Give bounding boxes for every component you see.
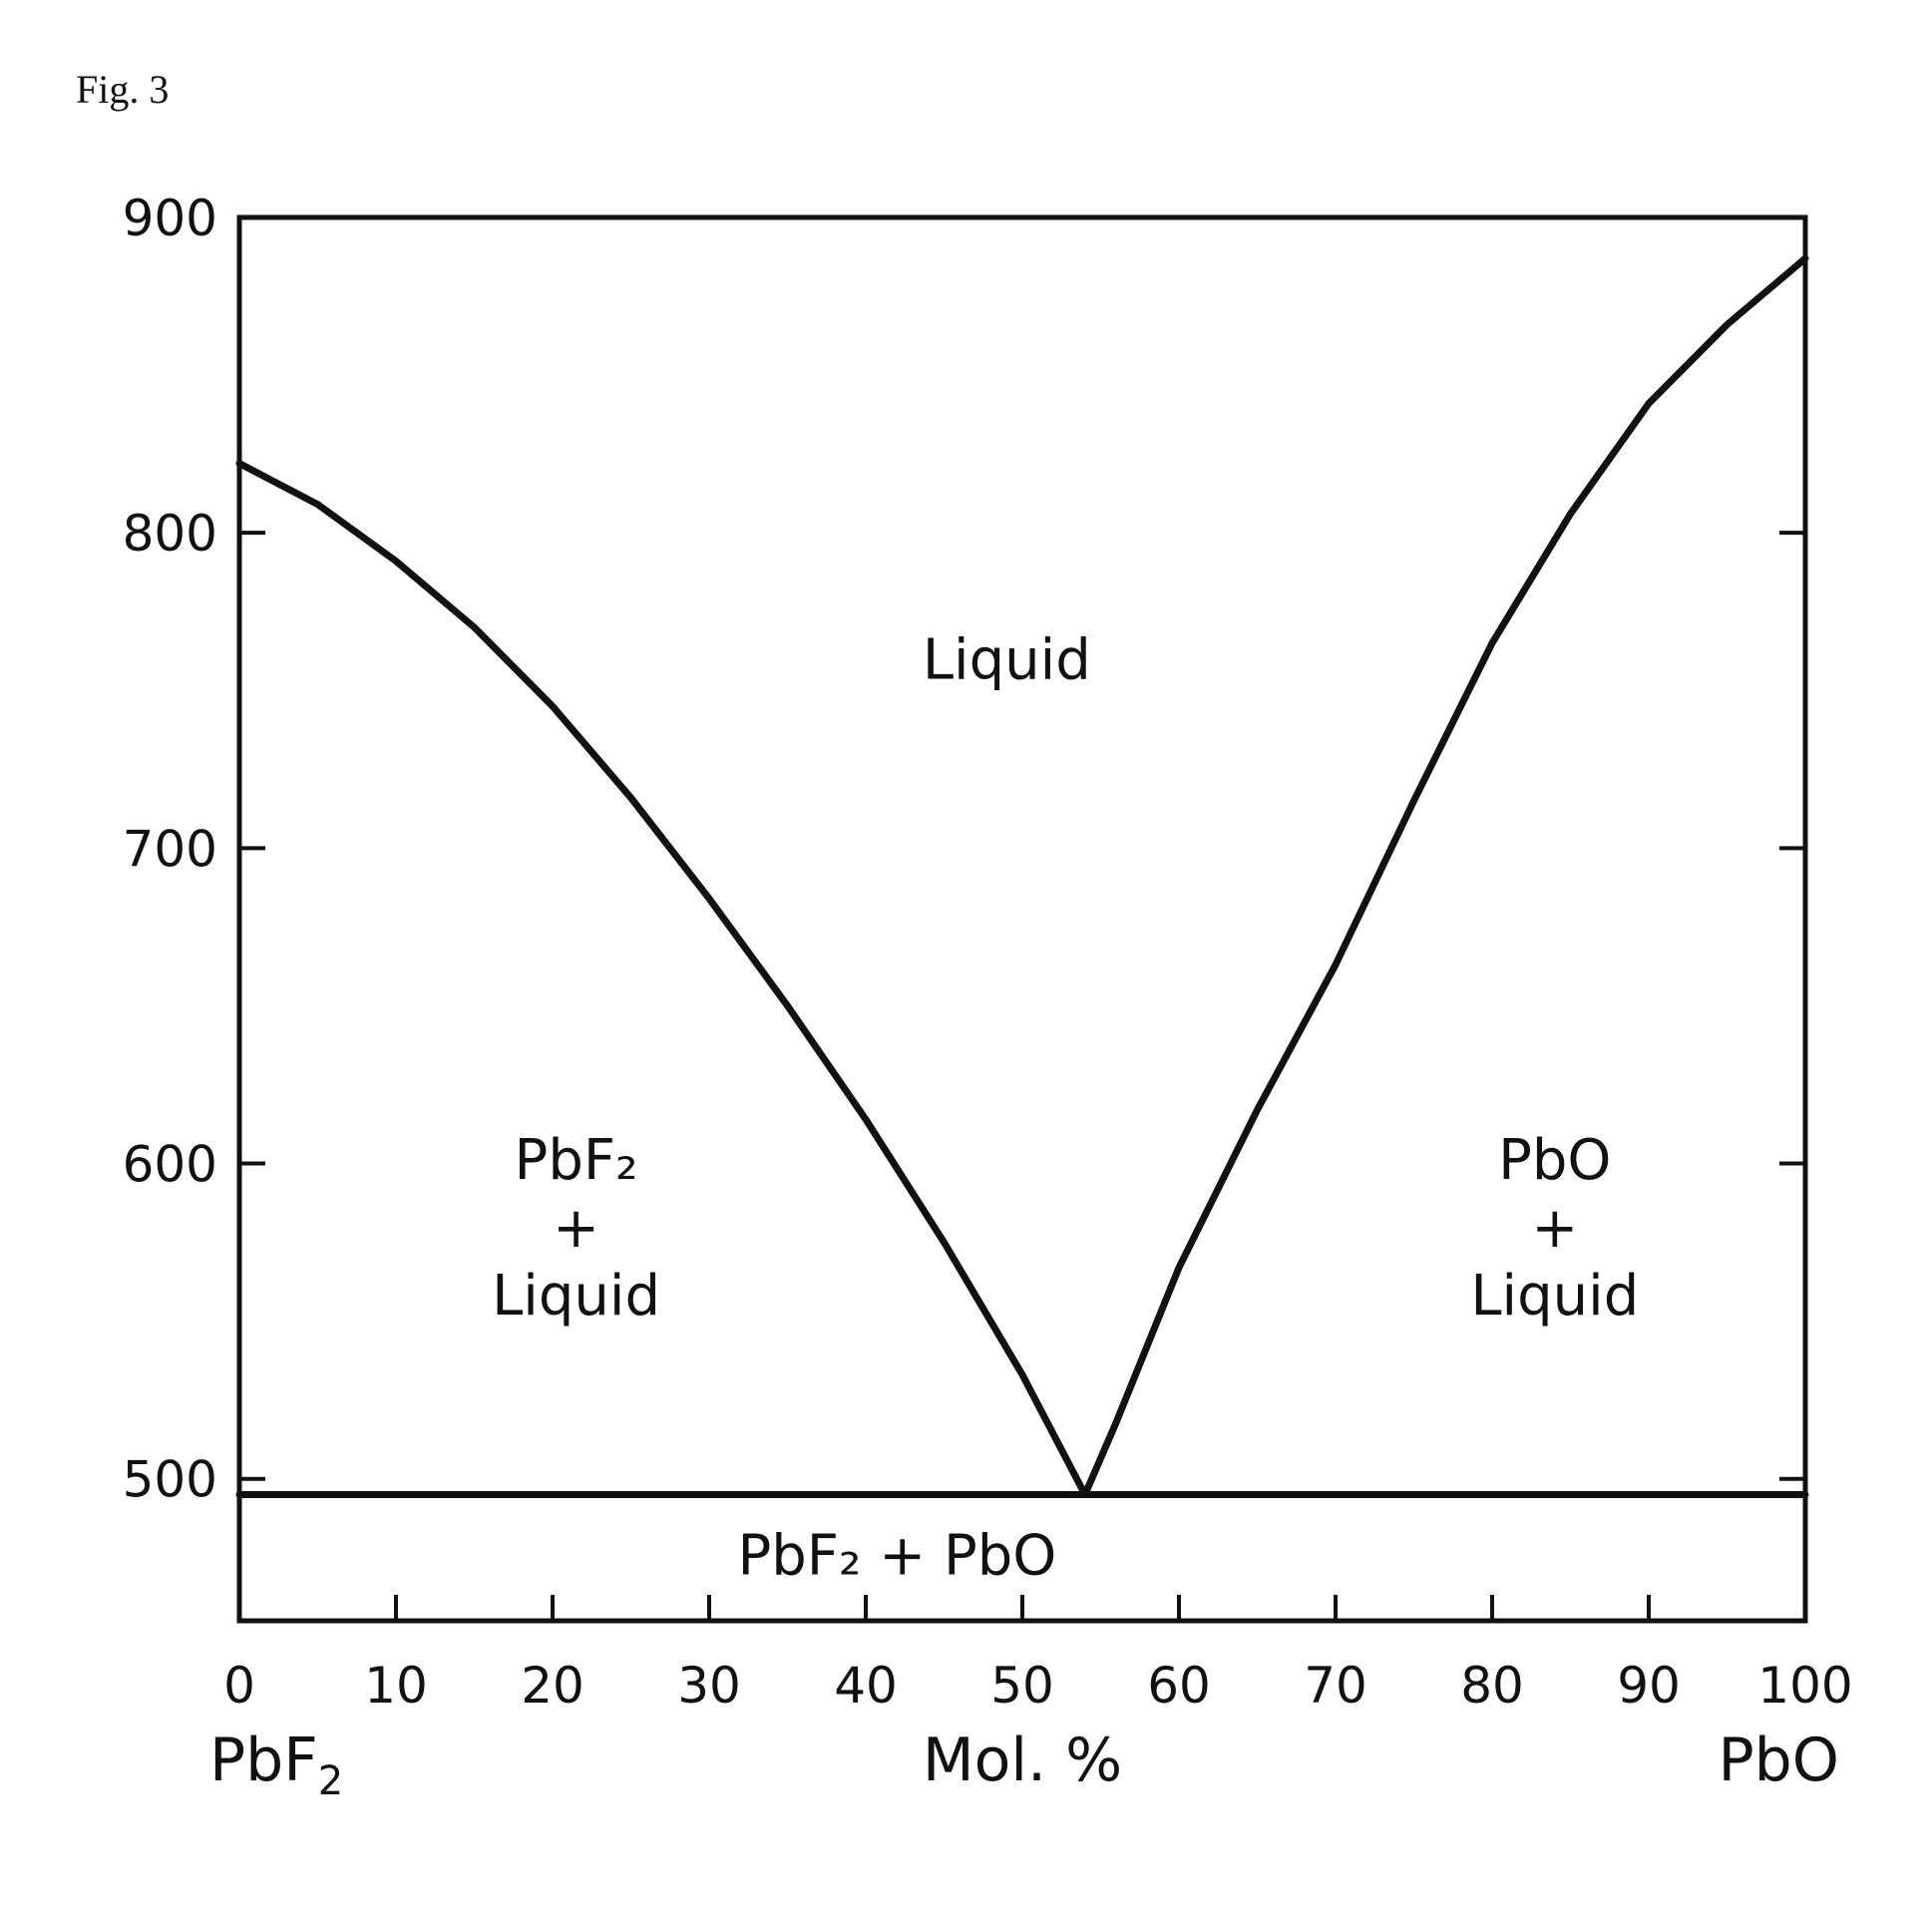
x-end-label-left: PbF2	[209, 1726, 343, 1804]
plot-border	[236, 214, 1808, 1624]
x-tick-label-40: 40	[834, 1657, 898, 1715]
y-tick-label-900: 900	[123, 190, 217, 247]
x-end-label-right: PbO	[1719, 1726, 1840, 1795]
boundary-line-1	[235, 460, 1089, 1498]
y-tick-label-800: 800	[123, 505, 217, 563]
x-tick-label-50: 50	[990, 1657, 1054, 1715]
region-label-3: PbO + Liquid	[1470, 1128, 1639, 1329]
axis-ticks: 0 10 20 30 40 50 60 70 80 90 100 500 600 700 800 900	[123, 190, 1853, 1715]
x-tick-label-90: 90	[1617, 1657, 1681, 1715]
plot-frame	[236, 214, 1808, 1624]
y-tick-label-600: 600	[123, 1136, 217, 1194]
x-tick-label-30: 30	[677, 1657, 741, 1715]
region-label-2: PbF₂ + Liquid	[492, 1128, 660, 1329]
figure-label: Fig. 3	[76, 67, 170, 112]
region-label-4: PbF₂ + PbO	[737, 1524, 1056, 1589]
phase-boundaries	[235, 254, 1809, 1498]
axis-titles: Mol. % PbF2 PbO	[209, 1726, 1839, 1804]
x-tick-label-60: 60	[1147, 1657, 1211, 1715]
boundary-line-2	[1081, 254, 1809, 1498]
region-labels: Liquid PbF₂ + Liquid PbO + Liquid PbF₂ + PbO	[492, 628, 1639, 1589]
x-tick-label-80: 80	[1460, 1657, 1524, 1715]
x-tick-label-20: 20	[521, 1657, 584, 1715]
region-label-1: Liquid	[923, 628, 1091, 693]
x-tick-label-10: 10	[364, 1657, 428, 1715]
y-tick-label-500: 500	[123, 1451, 217, 1509]
x-tick-label-100: 100	[1757, 1657, 1852, 1715]
x-tick-label-70: 70	[1304, 1657, 1367, 1715]
x-tick-label-0: 0	[223, 1657, 255, 1715]
x-axis-label: Mol. %	[923, 1726, 1122, 1795]
y-tick-label-700: 700	[123, 820, 217, 878]
